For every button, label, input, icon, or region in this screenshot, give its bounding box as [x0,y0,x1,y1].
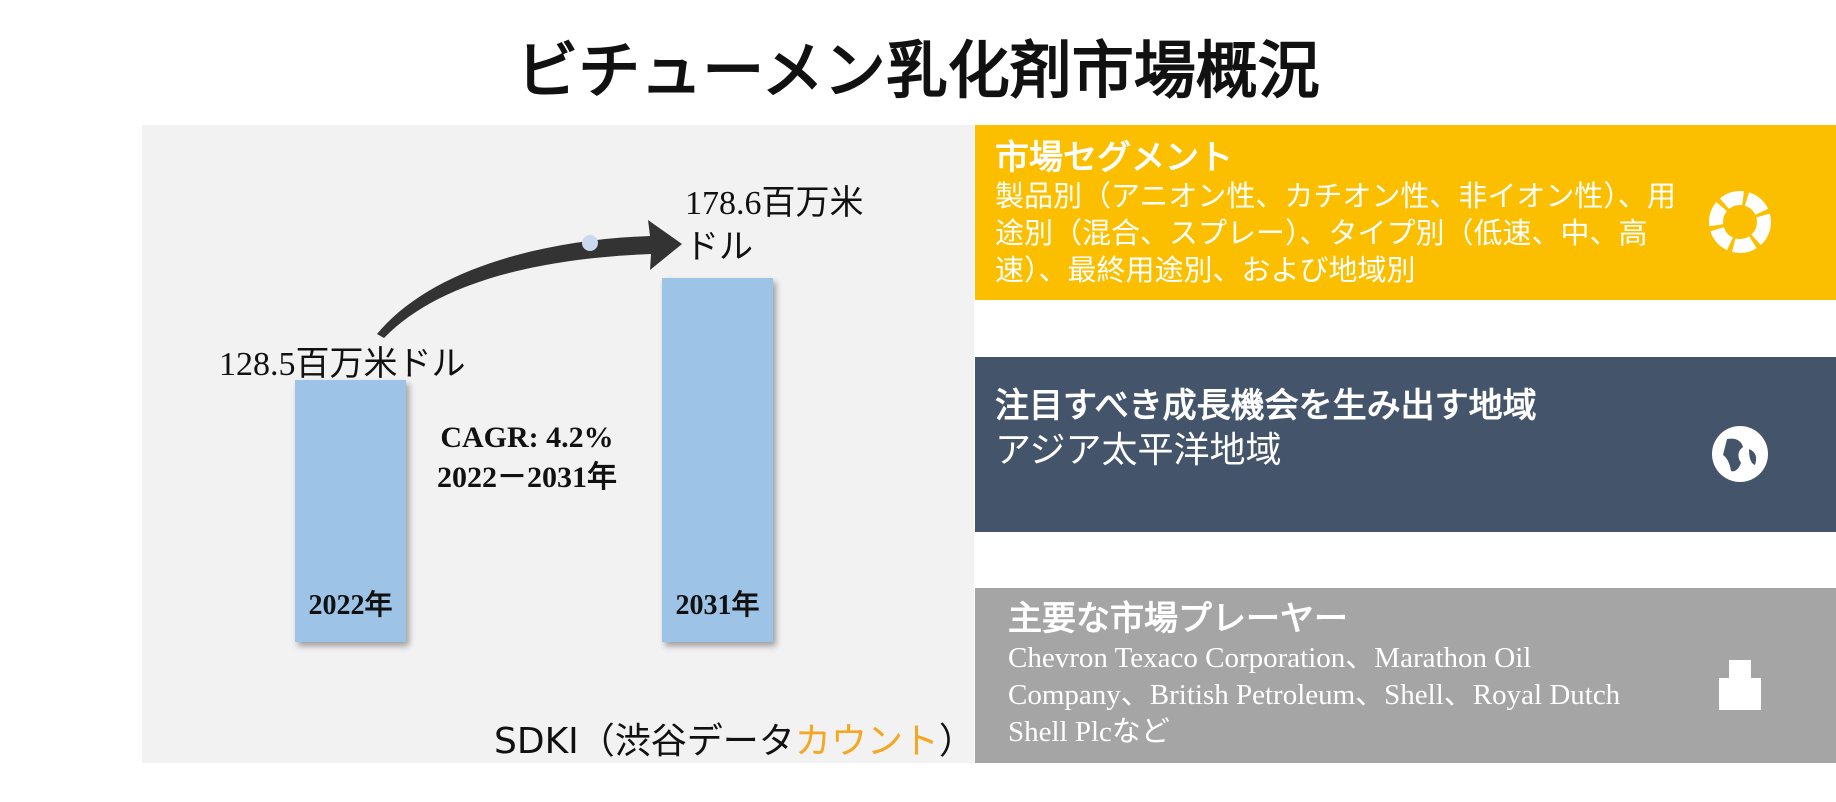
title: ビチューメン乳化剤市場概況 [516,38,1320,106]
source-text: ） [938,721,975,762]
source-highlight: カウント [794,721,939,762]
panel-heading: 主要な市場プレーヤー [1008,601,1348,638]
cagr: CAGR: 4.2% 2022－2031年 [400,418,654,498]
bar [662,277,773,642]
source: SDKI（渋谷データカウント） [494,712,975,764]
players-panel: 主要な市場プレーヤー Chevron Texaco Corporation、Mar… [975,588,1836,763]
region-panel: 注目すべき成長機会を生み出す地域 アジア太平洋地域 [975,357,1836,532]
cagr-rate: CAGR: 4.2% [440,421,614,454]
arrow-dot [582,235,598,251]
building-icon [1719,660,1761,710]
source-text: SDKI（渋谷データ [494,721,795,762]
bar-year: 2022年 [308,590,393,621]
segment-panel: 市場セグメント製品別（アニオン性、カチオン性、非イオン性）、用途別（混合、スプレ… [975,125,1836,300]
chart-panel [142,125,974,763]
bar [295,379,406,642]
globe-icon [1712,426,1768,482]
panel-body: 製品別（アニオン性、カチオン性、非イオン性）、用途別（混合、スプレー）、タイプ別… [995,181,1676,287]
growth-arrow [377,220,682,338]
value-label: 178.6百万米ドル [685,185,864,266]
panel-heading: 市場セグメント [995,140,1233,177]
panel-body: アジア太平洋地域 [995,430,1282,470]
panel-body: Chevron Texaco Corporation、Marathon Oil … [1008,642,1621,748]
value-label: 128.5百万米ドル [219,346,466,383]
donut-icon [1709,191,1771,253]
bar-year: 2031年 [675,590,760,621]
cagr-period: 2022－2031年 [437,461,617,494]
panel-heading: 注目すべき成長機会を生み出す地域 [995,388,1537,425]
